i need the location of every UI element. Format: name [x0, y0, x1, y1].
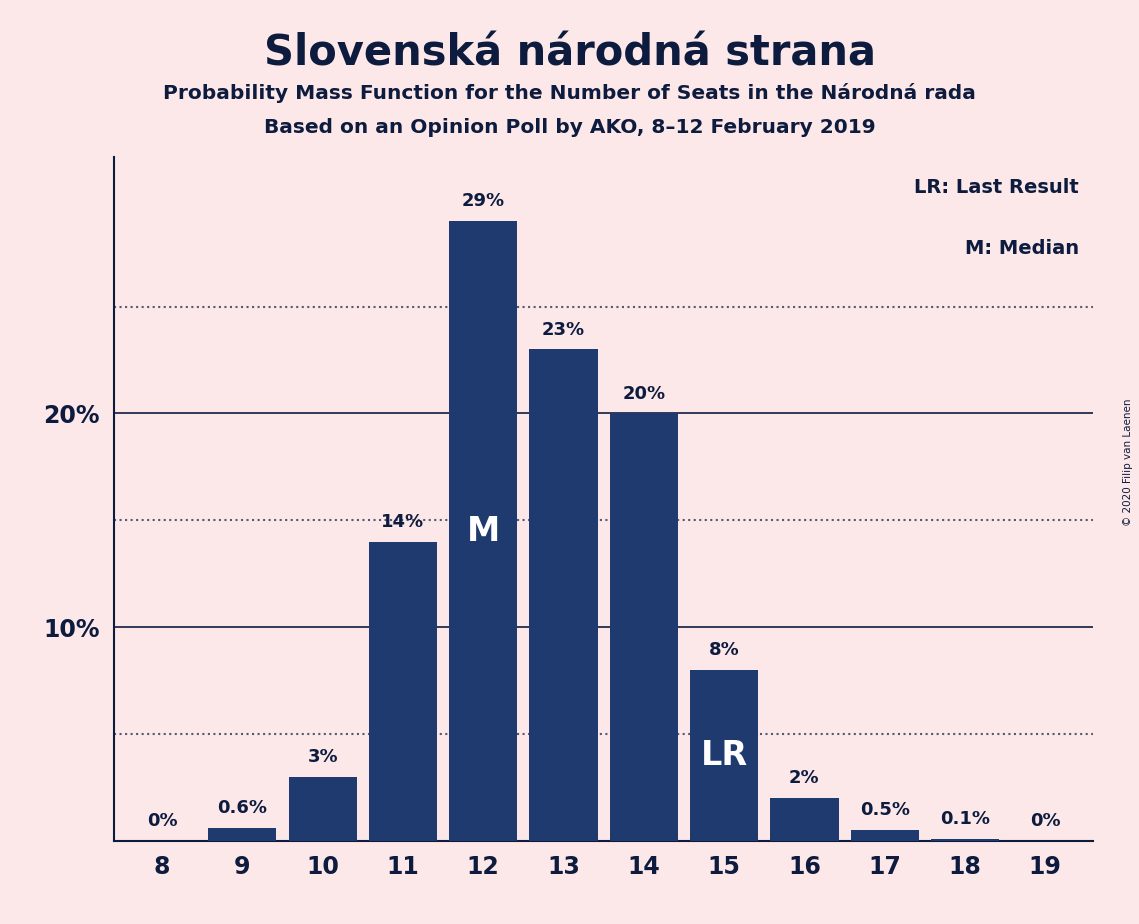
Bar — [530, 349, 598, 841]
Text: © 2020 Filip van Laenen: © 2020 Filip van Laenen — [1123, 398, 1133, 526]
Bar — [369, 541, 437, 841]
Text: 0.5%: 0.5% — [860, 801, 910, 820]
Bar — [690, 670, 759, 841]
Bar — [609, 414, 678, 841]
Text: 2%: 2% — [789, 770, 820, 787]
Text: 0.1%: 0.1% — [940, 810, 990, 828]
Bar — [449, 221, 517, 841]
Bar — [851, 830, 919, 841]
Text: LR: Last Result: LR: Last Result — [913, 177, 1079, 197]
Bar — [288, 777, 357, 841]
Text: 0%: 0% — [1030, 812, 1060, 830]
Text: LR: LR — [700, 739, 747, 772]
Text: M: Median: M: Median — [965, 239, 1079, 258]
Text: 14%: 14% — [382, 513, 425, 531]
Text: M: M — [467, 515, 500, 548]
Text: Based on an Opinion Poll by AKO, 8–12 February 2019: Based on an Opinion Poll by AKO, 8–12 Fe… — [264, 118, 875, 138]
Bar — [208, 828, 277, 841]
Text: 0.6%: 0.6% — [218, 799, 268, 818]
Text: 29%: 29% — [461, 192, 505, 211]
Bar — [770, 798, 838, 841]
Text: Slovenská národná strana: Slovenská národná strana — [263, 32, 876, 74]
Bar — [931, 839, 999, 841]
Text: 3%: 3% — [308, 748, 338, 766]
Text: 8%: 8% — [708, 641, 739, 659]
Text: 20%: 20% — [622, 384, 665, 403]
Text: 23%: 23% — [542, 321, 585, 339]
Text: Probability Mass Function for the Number of Seats in the Národná rada: Probability Mass Function for the Number… — [163, 83, 976, 103]
Text: 0%: 0% — [147, 812, 178, 830]
